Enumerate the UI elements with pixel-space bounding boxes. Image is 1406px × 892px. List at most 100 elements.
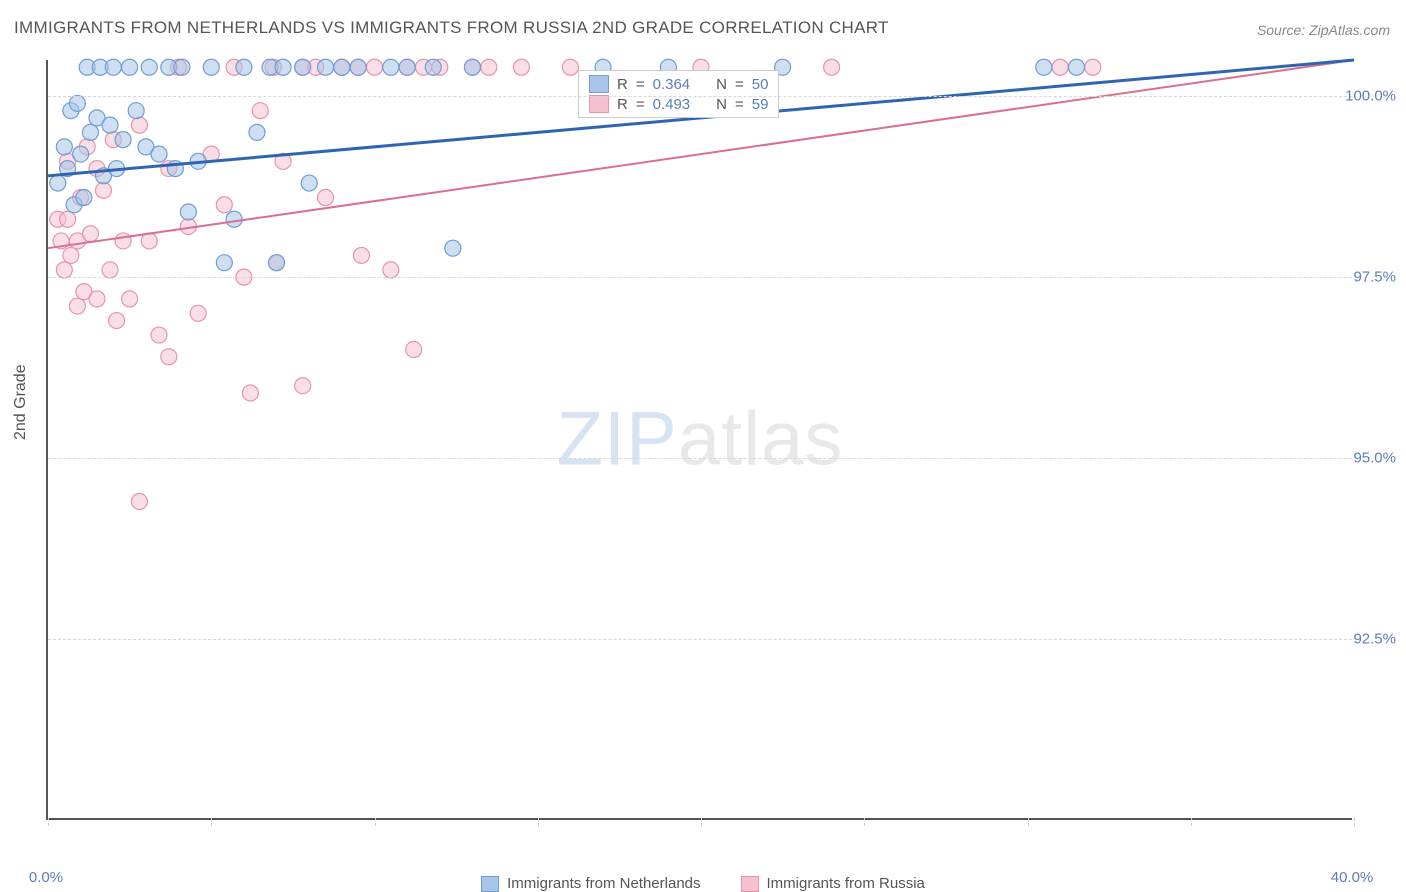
y-tick-label: 100.0%	[1345, 88, 1396, 105]
data-point	[122, 291, 138, 307]
x-tick-label: 40.0%	[1331, 869, 1374, 886]
y-tick-label: 97.5%	[1353, 269, 1396, 286]
data-point	[464, 59, 480, 75]
data-point	[301, 175, 317, 191]
data-point	[102, 117, 118, 133]
data-point	[406, 342, 422, 358]
legend-n-value-b: 59	[752, 96, 769, 113]
data-point	[1052, 59, 1068, 75]
legend-bottom-swatch-b	[741, 876, 759, 892]
data-point	[161, 349, 177, 365]
plot-area: ZIPatlas R = 0.364 N = 50 R = 0.493 N = …	[46, 60, 1352, 820]
data-point	[151, 146, 167, 162]
x-tick	[701, 818, 702, 826]
data-point	[141, 59, 157, 75]
legend-swatch-b	[589, 95, 609, 113]
legend-n-label-a: N	[716, 76, 727, 93]
correlation-legend: R = 0.364 N = 50 R = 0.493 N = 59	[578, 70, 779, 118]
legend-eq3: =	[636, 96, 645, 113]
grid-line-h	[48, 639, 1352, 640]
legend-row-a: R = 0.364 N = 50	[589, 75, 768, 93]
legend-n-label-b: N	[716, 96, 727, 113]
data-point	[350, 59, 366, 75]
data-point	[295, 378, 311, 394]
grid-line-h	[48, 458, 1352, 459]
data-point	[131, 494, 147, 510]
data-point	[295, 59, 311, 75]
legend-bottom-swatch-a	[481, 876, 499, 892]
data-point	[180, 204, 196, 220]
data-point	[115, 233, 131, 249]
data-point	[82, 124, 98, 140]
legend-n-value-a: 50	[752, 76, 769, 93]
legend-r-label-a: R	[617, 76, 628, 93]
legend-r-label-b: R	[617, 96, 628, 113]
grid-line-h	[48, 96, 1352, 97]
data-point	[513, 59, 529, 75]
y-axis-label: 2nd Grade	[12, 364, 30, 440]
y-tick-label: 92.5%	[1353, 631, 1396, 648]
data-point	[56, 262, 72, 278]
legend-swatch-a	[589, 75, 609, 93]
data-point	[96, 182, 112, 198]
data-point	[242, 385, 258, 401]
data-point	[56, 139, 72, 155]
x-tick	[211, 818, 212, 826]
data-point	[216, 197, 232, 213]
data-point	[318, 190, 334, 206]
data-point	[1068, 59, 1084, 75]
data-point	[334, 59, 350, 75]
chart-title: IMMIGRANTS FROM NETHERLANDS VS IMMIGRANT…	[14, 18, 889, 38]
legend-eq: =	[636, 76, 645, 93]
legend-bottom-label-a: Immigrants from Netherlands	[507, 875, 700, 892]
data-point	[1036, 59, 1052, 75]
data-point	[481, 59, 497, 75]
legend-r-value-b: 0.493	[653, 96, 691, 113]
data-point	[82, 226, 98, 242]
data-point	[174, 59, 190, 75]
legend-item-a: Immigrants from Netherlands	[481, 875, 700, 892]
data-point	[367, 59, 383, 75]
data-point	[105, 59, 121, 75]
legend-eq2: =	[735, 76, 744, 93]
data-point	[76, 190, 92, 206]
legend-eq4: =	[735, 96, 744, 113]
data-point	[1085, 59, 1101, 75]
x-tick	[1354, 818, 1355, 826]
y-tick-label: 95.0%	[1353, 450, 1396, 467]
data-point	[60, 211, 76, 227]
data-point	[69, 95, 85, 111]
data-point	[249, 124, 265, 140]
chart-svg	[48, 60, 1352, 818]
data-point	[216, 255, 232, 271]
data-point	[115, 132, 131, 148]
data-point	[562, 59, 578, 75]
legend-r-value-a: 0.364	[653, 76, 691, 93]
x-tick	[48, 818, 49, 826]
legend-bottom-label-b: Immigrants from Russia	[767, 875, 925, 892]
legend-item-b: Immigrants from Russia	[741, 875, 925, 892]
data-point	[102, 262, 118, 278]
data-point	[73, 146, 89, 162]
data-point	[399, 59, 415, 75]
data-point	[445, 240, 461, 256]
data-point	[69, 298, 85, 314]
data-point	[128, 103, 144, 119]
x-tick	[1028, 818, 1029, 826]
x-tick-label: 0.0%	[29, 869, 63, 886]
x-tick	[375, 818, 376, 826]
data-point	[425, 59, 441, 75]
data-point	[252, 103, 268, 119]
x-tick	[864, 818, 865, 826]
data-point	[203, 59, 219, 75]
legend-row-b: R = 0.493 N = 59	[589, 95, 768, 113]
data-point	[275, 59, 291, 75]
data-point	[190, 305, 206, 321]
data-point	[63, 247, 79, 263]
data-point	[50, 175, 66, 191]
data-point	[122, 59, 138, 75]
data-point	[383, 59, 399, 75]
data-point	[131, 117, 147, 133]
data-point	[353, 247, 369, 263]
source-attribution: Source: ZipAtlas.com	[1257, 22, 1390, 38]
